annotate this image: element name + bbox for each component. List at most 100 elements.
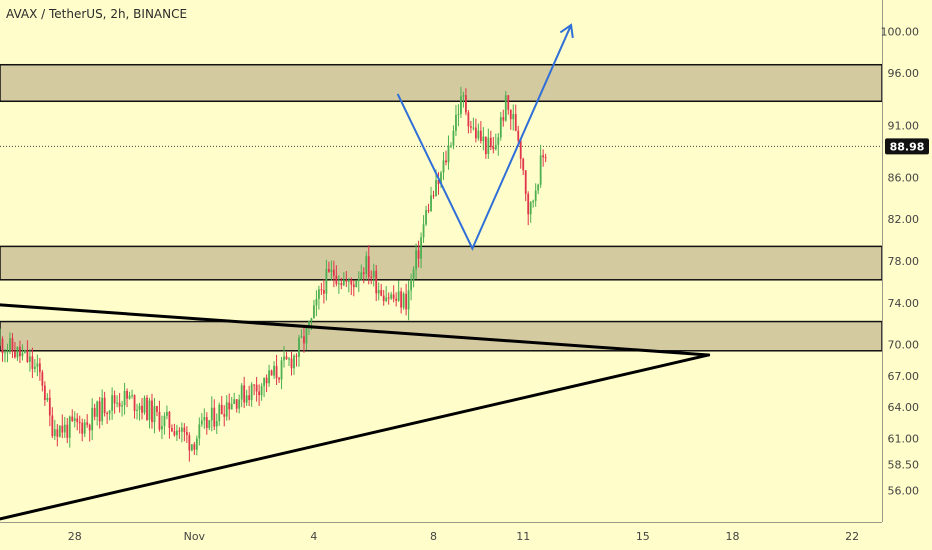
candle[interactable] — [315, 290, 318, 317]
candle[interactable] — [213, 399, 216, 431]
candle[interactable] — [330, 260, 333, 281]
candle[interactable] — [499, 111, 502, 141]
candle[interactable] — [407, 280, 410, 321]
candle[interactable] — [288, 356, 290, 367]
candle[interactable] — [218, 402, 221, 426]
candle[interactable] — [76, 413, 79, 431]
candle[interactable] — [362, 267, 365, 284]
candle[interactable] — [53, 419, 56, 440]
candle[interactable] — [205, 412, 208, 435]
candle[interactable] — [188, 432, 191, 462]
candle[interactable] — [285, 352, 288, 360]
candle[interactable] — [245, 389, 248, 406]
candle[interactable] — [417, 240, 420, 268]
candle[interactable] — [337, 275, 340, 294]
candle[interactable] — [544, 153, 547, 163]
candle[interactable] — [355, 280, 358, 288]
candle[interactable] — [78, 415, 81, 434]
candle[interactable] — [305, 324, 308, 351]
candle[interactable] — [178, 427, 181, 439]
candle[interactable] — [96, 400, 99, 426]
candle[interactable] — [539, 144, 542, 188]
candle[interactable] — [524, 170, 527, 202]
candle[interactable] — [322, 279, 325, 304]
trendline-2[interactable] — [0, 353, 711, 521]
candle[interactable] — [283, 346, 285, 368]
candle[interactable] — [128, 391, 131, 400]
candle[interactable] — [437, 172, 440, 195]
candle[interactable] — [387, 292, 390, 305]
candle[interactable] — [400, 287, 403, 314]
candle[interactable] — [166, 405, 168, 420]
candle[interactable] — [108, 409, 111, 421]
candle[interactable] — [445, 150, 447, 166]
candle[interactable] — [427, 203, 430, 214]
candle[interactable] — [24, 349, 26, 354]
candle[interactable] — [370, 270, 373, 285]
candle[interactable] — [425, 205, 427, 226]
candle[interactable] — [482, 127, 485, 151]
candle[interactable] — [156, 405, 158, 417]
candle[interactable] — [542, 149, 545, 167]
candle[interactable] — [300, 329, 303, 339]
candle[interactable] — [465, 88, 467, 116]
candle[interactable] — [146, 394, 148, 421]
candle[interactable] — [240, 383, 243, 408]
candle[interactable] — [11, 333, 14, 358]
candle[interactable] — [233, 392, 236, 405]
candle[interactable] — [6, 343, 9, 363]
candle[interactable] — [320, 282, 323, 295]
candle[interactable] — [275, 354, 278, 386]
candle[interactable] — [73, 411, 76, 428]
candle[interactable] — [0, 328, 1, 346]
candle[interactable] — [522, 157, 525, 176]
projection-path[interactable] — [396, 24, 572, 251]
candle[interactable] — [318, 285, 320, 310]
candle[interactable] — [163, 412, 166, 435]
candle[interactable] — [397, 280, 400, 302]
candle[interactable] — [183, 423, 186, 442]
candle[interactable] — [325, 259, 328, 301]
candle[interactable] — [138, 402, 141, 421]
candle[interactable] — [452, 125, 455, 150]
candle[interactable] — [514, 104, 517, 132]
candle[interactable] — [228, 393, 231, 421]
candle[interactable] — [88, 423, 91, 442]
candle[interactable] — [484, 136, 487, 159]
candle[interactable] — [220, 396, 223, 415]
candle[interactable] — [168, 410, 171, 439]
candle[interactable] — [270, 369, 273, 376]
candle[interactable] — [298, 334, 300, 367]
candle[interactable] — [118, 393, 121, 413]
candle[interactable] — [33, 359, 36, 373]
candle[interactable] — [171, 424, 173, 433]
candle[interactable] — [347, 278, 350, 293]
candle[interactable] — [175, 424, 178, 442]
candle[interactable] — [208, 419, 211, 431]
candle[interactable] — [230, 396, 233, 410]
candle[interactable] — [185, 426, 188, 443]
candle[interactable] — [487, 128, 490, 159]
candle[interactable] — [313, 299, 315, 319]
candle[interactable] — [16, 346, 19, 361]
trendline-1[interactable] — [0, 303, 711, 357]
candle[interactable] — [430, 186, 432, 213]
candle[interactable] — [215, 413, 218, 435]
candle[interactable] — [98, 397, 101, 429]
candle[interactable] — [509, 109, 512, 130]
time-axis[interactable]: 28Nov481115182225 — [68, 530, 932, 543]
candle[interactable] — [450, 142, 452, 148]
candle[interactable] — [223, 405, 226, 427]
candle[interactable] — [402, 291, 405, 310]
candle[interactable] — [392, 285, 395, 303]
candle[interactable] — [420, 232, 422, 269]
candle[interactable] — [143, 395, 146, 415]
candle[interactable] — [534, 183, 537, 207]
candle[interactable] — [43, 381, 46, 406]
candle[interactable] — [405, 283, 408, 316]
candle[interactable] — [537, 183, 540, 195]
candle[interactable] — [158, 400, 161, 432]
candle[interactable] — [250, 382, 253, 407]
candle[interactable] — [103, 391, 106, 417]
candle[interactable] — [36, 354, 39, 377]
